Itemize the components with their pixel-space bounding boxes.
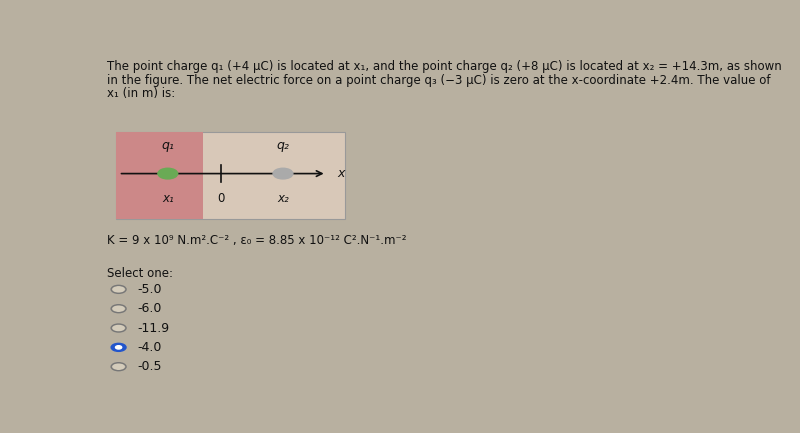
Bar <box>115 132 202 219</box>
Text: The point charge q₁ (+4 μC) is located at x₁, and the point charge q₂ (+8 μC) is: The point charge q₁ (+4 μC) is located a… <box>107 60 782 73</box>
Circle shape <box>273 168 293 179</box>
Text: x₁: x₁ <box>162 192 174 205</box>
Circle shape <box>115 346 122 349</box>
Text: q₂: q₂ <box>277 139 290 152</box>
Text: -5.0: -5.0 <box>138 283 162 296</box>
Text: -6.0: -6.0 <box>138 302 162 315</box>
Text: -4.0: -4.0 <box>138 341 162 354</box>
Circle shape <box>112 363 125 370</box>
Text: Select one:: Select one: <box>107 267 174 280</box>
Circle shape <box>111 343 126 351</box>
Text: in the figure. The net electric force on a point charge q₃ (−3 μC) is zero at th: in the figure. The net electric force on… <box>107 74 771 87</box>
Text: q₁: q₁ <box>162 139 174 152</box>
Text: x₂: x₂ <box>277 192 289 205</box>
Circle shape <box>158 168 178 179</box>
Text: x: x <box>338 167 345 180</box>
Circle shape <box>112 325 125 331</box>
Circle shape <box>112 286 125 293</box>
Text: -0.5: -0.5 <box>138 360 162 373</box>
Text: x₁ (in m) is:: x₁ (in m) is: <box>107 87 176 100</box>
Text: -11.9: -11.9 <box>138 322 170 335</box>
Text: K = 9 x 10⁹ N.m².C⁻² , ε₀ = 8.85 x 10⁻¹² C².N⁻¹.m⁻²: K = 9 x 10⁹ N.m².C⁻² , ε₀ = 8.85 x 10⁻¹²… <box>107 234 407 247</box>
Text: 0: 0 <box>218 192 225 205</box>
Circle shape <box>112 305 125 312</box>
Bar <box>115 132 345 219</box>
